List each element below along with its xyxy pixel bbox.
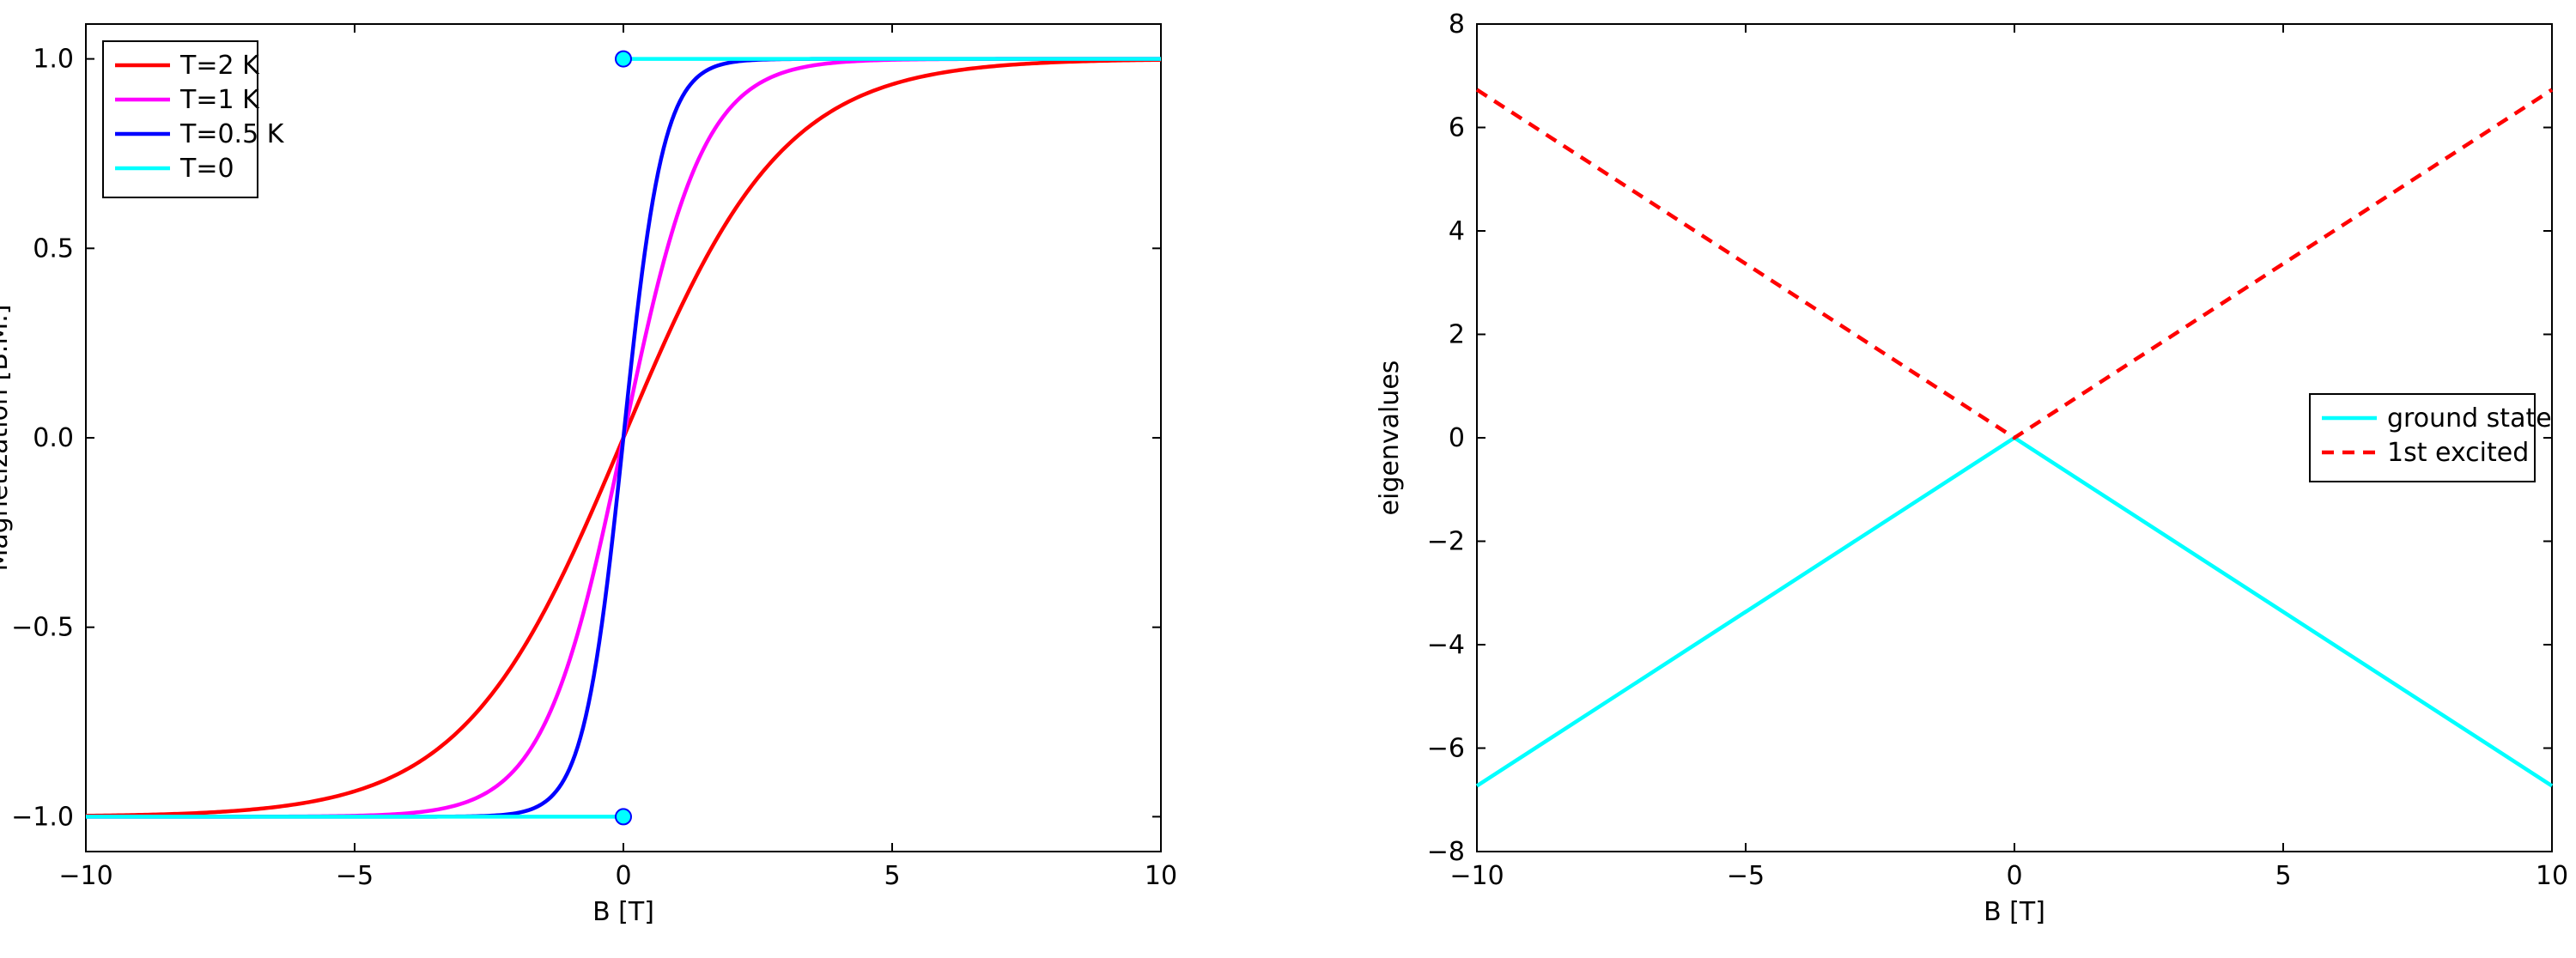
- ytick-label: −0.5: [11, 613, 74, 643]
- ytick-label: 1.0: [33, 45, 74, 75]
- xtick-label: −5: [1727, 861, 1765, 891]
- line-0: [1477, 438, 2552, 785]
- line-1: [1477, 90, 2552, 438]
- xtick-label: 10: [2536, 861, 2568, 891]
- ytick-label: −6: [1427, 734, 1465, 764]
- ytick-label: −2: [1427, 527, 1465, 557]
- legend-label-0: ground state: [2387, 403, 2552, 434]
- xtick-label: 5: [884, 861, 900, 891]
- ytick-label: 4: [1449, 216, 1465, 246]
- right-panel-wrapper: −10−50510−8−6−4−202468B [T]eigenvaluesgr…: [1374, 7, 2576, 958]
- ytick-label: 0.0: [33, 423, 74, 453]
- xtick-label: 0: [2006, 861, 2022, 891]
- ytick-label: 0.5: [33, 233, 74, 264]
- legend-label-0: T=2 K: [179, 51, 260, 81]
- xtick-label: 5: [2275, 861, 2291, 891]
- legend-label-3: T=0: [179, 154, 234, 184]
- xtick-label: 0: [615, 861, 631, 891]
- left-panel-xlabel: B [T]: [592, 897, 654, 927]
- ytick-label: −1.0: [11, 802, 74, 832]
- right-panel: −10−50510−8−6−4−202468B [T]eigenvaluesgr…: [1374, 7, 2576, 955]
- left-panel: −10 −5 0 5 10 −1.0 −0.5 0.0 0.5 1.0 B [T] Magnetiza…: [0, 7, 1230, 955]
- ytick-label: 2: [1449, 320, 1465, 350]
- xtick-label: −5: [336, 861, 374, 891]
- ytick-label: 6: [1449, 113, 1465, 143]
- ytick-label: −4: [1427, 630, 1465, 660]
- ytick-label: −8: [1427, 837, 1465, 867]
- left-panel-wrapper: −10 −5 0 5 10 −1.0 −0.5 0.0 0.5 1.0 B [T] Magnetiza…: [0, 7, 1230, 958]
- xtick-label: 10: [1145, 861, 1177, 891]
- legend-label-1: T=1 K: [179, 85, 260, 115]
- ytick-label: 0: [1449, 423, 1465, 453]
- step-marker-1: [616, 52, 631, 67]
- legend-label-2: T=0.5 K: [179, 119, 285, 149]
- step-marker-0: [616, 809, 631, 824]
- ytick-label: 8: [1449, 9, 1465, 39]
- right-panel-xlabel: B [T]: [1984, 897, 2045, 927]
- figure: −10 −5 0 5 10 −1.0 −0.5 0.0 0.5 1.0 B [T] Magnetiza…: [0, 0, 2576, 948]
- right-panel-ylabel: eigenvalues: [1375, 361, 1405, 516]
- xtick-label: −10: [58, 861, 112, 891]
- legend-label-1: 1st excited: [2387, 438, 2529, 468]
- left-panel-ylabel: Magnetization [B.M.]: [0, 305, 14, 572]
